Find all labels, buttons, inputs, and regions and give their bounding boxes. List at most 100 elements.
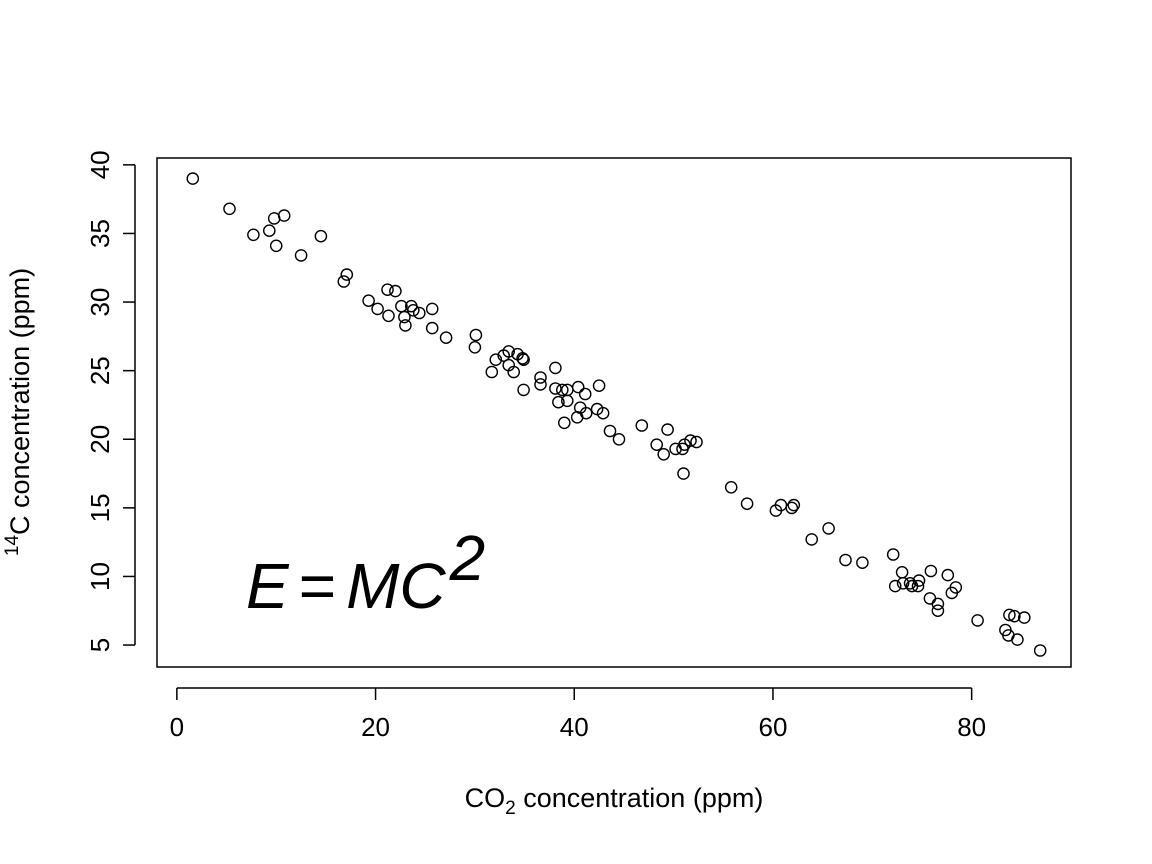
data-point bbox=[822, 522, 835, 535]
data-point bbox=[534, 371, 547, 384]
data-point bbox=[425, 302, 439, 316]
data-point bbox=[787, 498, 801, 512]
data-point bbox=[468, 340, 482, 354]
x-tick-label: 60 bbox=[758, 712, 787, 742]
data-point bbox=[223, 202, 236, 216]
data-point bbox=[650, 438, 664, 452]
x-axis-label: CO2 concentration (ppm) bbox=[465, 783, 764, 819]
data-point bbox=[785, 501, 799, 515]
data-point bbox=[485, 365, 499, 379]
data-point bbox=[612, 432, 626, 446]
data-point bbox=[676, 442, 689, 456]
data-point bbox=[839, 553, 852, 567]
data-point bbox=[931, 604, 945, 618]
data-point bbox=[945, 586, 959, 600]
y-tick-label: 20 bbox=[85, 425, 115, 454]
data-point bbox=[578, 387, 592, 401]
y-tick-label: 40 bbox=[85, 150, 115, 179]
data-point bbox=[469, 328, 483, 342]
data-point bbox=[923, 592, 937, 605]
x-tick-label: 20 bbox=[361, 712, 390, 742]
y-tick-label: 15 bbox=[85, 493, 115, 522]
data-point bbox=[398, 310, 411, 324]
data-point bbox=[677, 467, 690, 480]
data-point bbox=[382, 309, 395, 323]
data-point bbox=[534, 378, 547, 391]
data-point bbox=[552, 395, 565, 409]
equation-annotation: E = MC2 bbox=[246, 522, 485, 622]
x-tick-label: 40 bbox=[560, 712, 589, 742]
data-point bbox=[895, 566, 909, 579]
data-point bbox=[314, 229, 328, 243]
data-point bbox=[1011, 633, 1024, 646]
data-point bbox=[497, 349, 511, 362]
data-point bbox=[439, 331, 453, 345]
data-point bbox=[941, 568, 955, 582]
data-point bbox=[971, 614, 984, 627]
data-point bbox=[911, 579, 925, 593]
data-point bbox=[549, 361, 562, 375]
data-point bbox=[603, 424, 617, 438]
data-point bbox=[277, 209, 291, 222]
data-point bbox=[661, 423, 674, 436]
data-point bbox=[1018, 611, 1031, 624]
data-point bbox=[1033, 644, 1047, 657]
data-point bbox=[596, 406, 610, 420]
data-point bbox=[362, 294, 375, 308]
data-point bbox=[856, 556, 869, 570]
data-point bbox=[381, 283, 394, 297]
data-point bbox=[549, 382, 562, 395]
y-axis-label: 14C concentration (ppm) bbox=[2, 268, 35, 556]
data-point bbox=[561, 394, 574, 408]
data-point bbox=[769, 504, 783, 517]
data-point bbox=[690, 435, 703, 449]
data-point bbox=[805, 533, 819, 546]
data-point bbox=[247, 228, 260, 242]
data-point bbox=[888, 579, 902, 593]
data-point bbox=[903, 577, 917, 590]
data-point bbox=[412, 306, 426, 320]
points-layer bbox=[186, 172, 1047, 657]
data-point bbox=[186, 172, 200, 185]
data-point bbox=[896, 577, 910, 590]
y-tick-label: 10 bbox=[85, 562, 115, 591]
y-tick-label: 5 bbox=[85, 638, 115, 652]
data-point bbox=[556, 383, 569, 397]
data-point bbox=[931, 597, 945, 611]
data-point bbox=[592, 379, 606, 393]
data-point bbox=[924, 564, 938, 578]
data-point bbox=[340, 268, 354, 281]
data-point bbox=[1008, 609, 1021, 623]
y-tick-label: 35 bbox=[85, 219, 115, 248]
data-point bbox=[657, 447, 671, 461]
data-point bbox=[262, 224, 276, 237]
y-axis: 5 10 15 20 25 30 35 40 bbox=[85, 150, 136, 652]
data-point bbox=[517, 353, 530, 367]
data-point bbox=[516, 351, 529, 365]
data-point bbox=[507, 365, 521, 379]
x-tick-label: 80 bbox=[957, 712, 986, 742]
data-point bbox=[570, 410, 584, 424]
data-point bbox=[294, 249, 308, 262]
data-point bbox=[269, 239, 283, 253]
data-point bbox=[635, 419, 649, 432]
data-point bbox=[571, 380, 585, 394]
data-point bbox=[337, 275, 351, 288]
data-point bbox=[558, 416, 571, 430]
data-point bbox=[724, 480, 738, 494]
x-axis: 0 20 40 60 80 bbox=[170, 687, 986, 742]
x-tick-label: 0 bbox=[170, 712, 184, 742]
data-point bbox=[406, 303, 420, 317]
data-point bbox=[740, 497, 754, 511]
data-point bbox=[371, 302, 384, 316]
data-point bbox=[399, 319, 412, 332]
data-point bbox=[669, 442, 682, 456]
plot-frame bbox=[156, 157, 1072, 668]
y-tick-label: 25 bbox=[85, 356, 115, 385]
data-point bbox=[1003, 608, 1016, 622]
data-point bbox=[517, 383, 530, 397]
data-point bbox=[425, 321, 439, 335]
y-tick-label: 30 bbox=[85, 288, 115, 317]
data-point bbox=[912, 574, 926, 587]
